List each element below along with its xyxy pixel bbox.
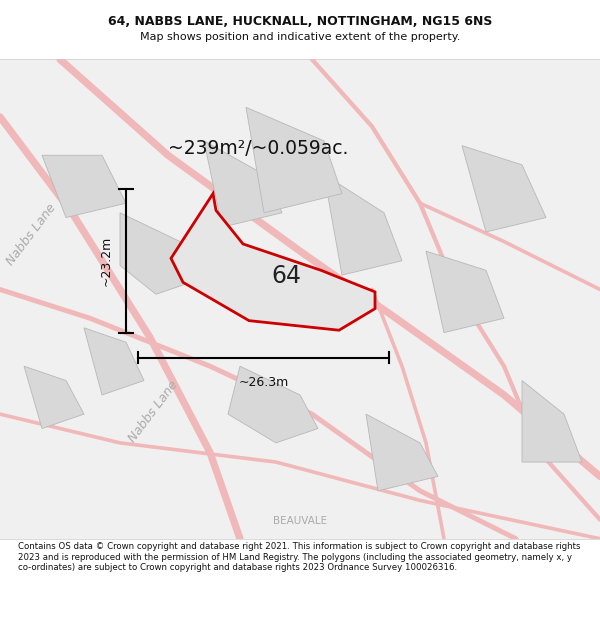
Polygon shape <box>324 174 402 275</box>
Text: Contains OS data © Crown copyright and database right 2021. This information is : Contains OS data © Crown copyright and d… <box>18 542 581 572</box>
Polygon shape <box>171 194 375 330</box>
Polygon shape <box>228 366 318 443</box>
Polygon shape <box>462 146 546 232</box>
Polygon shape <box>366 414 438 491</box>
Text: ~239m²/~0.059ac.: ~239m²/~0.059ac. <box>168 139 348 158</box>
Polygon shape <box>24 366 84 429</box>
Text: BEAUVALE: BEAUVALE <box>273 516 327 526</box>
Polygon shape <box>42 155 126 218</box>
Text: 64: 64 <box>271 264 302 288</box>
Polygon shape <box>204 141 282 227</box>
Text: 64, NABBS LANE, HUCKNALL, NOTTINGHAM, NG15 6NS: 64, NABBS LANE, HUCKNALL, NOTTINGHAM, NG… <box>108 15 492 28</box>
Text: ~26.3m: ~26.3m <box>238 376 289 389</box>
Polygon shape <box>522 381 582 462</box>
Text: Map shows position and indicative extent of the property.: Map shows position and indicative extent… <box>140 31 460 41</box>
Polygon shape <box>426 251 504 332</box>
Polygon shape <box>120 213 198 294</box>
Polygon shape <box>246 107 342 212</box>
Text: ~23.2m: ~23.2m <box>100 236 113 286</box>
Polygon shape <box>84 328 144 395</box>
Text: Nabbs Lane: Nabbs Lane <box>4 201 59 268</box>
Text: Nabbs Lane: Nabbs Lane <box>125 379 181 445</box>
